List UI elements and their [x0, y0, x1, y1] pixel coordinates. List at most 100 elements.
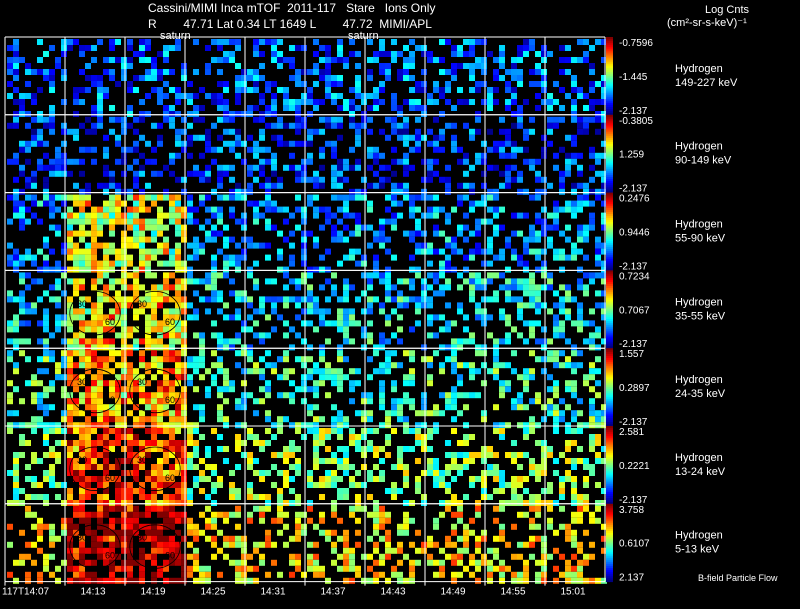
heatmap-cell	[133, 146, 139, 153]
heatmap-cell	[361, 260, 367, 267]
heatmap-cell	[67, 254, 73, 261]
heatmap-cell	[109, 386, 115, 393]
heatmap-cell	[313, 368, 319, 375]
heatmap-cell	[37, 134, 43, 141]
heatmap-cell	[589, 218, 595, 225]
colorbar-segment	[606, 538, 613, 542]
heatmap-cell	[553, 404, 559, 411]
heatmap-cell	[175, 452, 181, 458]
heatmap-cell	[79, 553, 85, 560]
heatmap-cell	[385, 547, 391, 554]
heatmap-cell	[139, 248, 145, 255]
heatmap-cell	[151, 302, 157, 309]
heatmap-cell	[553, 500, 559, 506]
heatmap-cell	[595, 440, 601, 446]
heatmap-cell	[583, 500, 589, 506]
heatmap-cell	[385, 266, 391, 273]
heatmap-cell	[391, 404, 397, 411]
colorbar-segment	[606, 340, 613, 343]
heatmap-cell	[439, 111, 445, 117]
heatmap-cell	[343, 320, 349, 327]
heatmap-cell	[67, 380, 73, 387]
heatmap-cell	[133, 158, 139, 165]
heatmap-cell	[151, 326, 157, 333]
heatmap-cell	[325, 476, 331, 482]
heatmap-cell	[241, 553, 247, 560]
heatmap-cell	[157, 404, 163, 411]
heatmap-cell	[343, 99, 349, 105]
heatmap-cell	[205, 494, 211, 500]
heatmap-cell	[571, 494, 577, 500]
heatmap-cell	[349, 434, 355, 440]
heatmap-cell	[571, 111, 577, 117]
heatmap-cell	[181, 206, 187, 213]
heatmap-cell	[295, 446, 301, 452]
heatmap-cell	[25, 81, 31, 87]
heatmap-cell	[253, 218, 259, 225]
heatmap-cell	[349, 146, 355, 153]
heatmap-cell	[169, 535, 175, 542]
heatmap-cell	[175, 428, 181, 434]
heatmap-cell	[103, 164, 109, 171]
heatmap-cell	[487, 577, 493, 584]
heatmap-cell	[337, 296, 343, 303]
heatmap-cell	[481, 452, 487, 458]
heatmap-cell	[289, 422, 295, 429]
heatmap-cell	[589, 368, 595, 375]
heatmap-cell	[373, 428, 379, 434]
heatmap-cell	[43, 350, 49, 357]
heatmap-cell	[181, 565, 187, 572]
heatmap-cell	[115, 158, 121, 165]
heatmap-cell	[373, 93, 379, 99]
heatmap-cell	[97, 75, 103, 81]
heatmap-cell	[517, 302, 523, 309]
heatmap-cell	[535, 236, 541, 243]
heatmap-cell	[283, 350, 289, 357]
heatmap-cell	[385, 517, 391, 524]
heatmap-cell	[601, 422, 607, 429]
heatmap-cell	[103, 482, 109, 488]
heatmap-cell	[217, 134, 223, 141]
heatmap-cell	[571, 541, 577, 548]
heatmap-cell	[223, 338, 229, 345]
heatmap-cell	[139, 559, 145, 566]
colorbar-segment	[606, 443, 613, 446]
heatmap-cell	[61, 140, 67, 147]
heatmap-cell	[181, 374, 187, 381]
heatmap-cell	[469, 392, 475, 399]
heatmap-cell	[109, 230, 115, 237]
colorbar-segment	[606, 173, 613, 176]
heatmap-cell	[397, 571, 403, 578]
heatmap-cell	[463, 254, 469, 261]
heatmap-cell	[175, 547, 181, 554]
heatmap-cell	[343, 200, 349, 207]
heatmap-cell	[385, 314, 391, 321]
heatmap-cell	[589, 446, 595, 452]
heatmap-cell	[523, 428, 529, 434]
colorbar-segment	[606, 169, 613, 172]
heatmap-cell	[481, 69, 487, 75]
colorbar-segment	[606, 503, 613, 507]
heatmap-cell	[367, 565, 373, 572]
heatmap-cell	[595, 170, 601, 177]
heatmap-cell	[571, 362, 577, 369]
heatmap-cell	[91, 428, 97, 434]
heatmap-cell	[301, 248, 307, 255]
heatmap-cell	[433, 350, 439, 357]
heatmap-cell	[43, 494, 49, 500]
heatmap-cell	[49, 158, 55, 165]
heatmap-cell	[391, 212, 397, 219]
colorbar-segment	[606, 424, 613, 427]
heatmap-cell	[121, 278, 127, 285]
heatmap-cell	[559, 206, 565, 213]
heatmap-cell	[571, 182, 577, 189]
heatmap-cell	[529, 541, 535, 548]
heatmap-cell	[391, 39, 397, 45]
heatmap-cell	[253, 284, 259, 291]
colorbar-segment	[606, 223, 613, 227]
heatmap-cell	[499, 57, 505, 63]
heatmap-cell	[121, 505, 127, 512]
heatmap-cell	[163, 547, 169, 554]
heatmap-cell	[271, 452, 277, 458]
heatmap-cell	[349, 511, 355, 518]
